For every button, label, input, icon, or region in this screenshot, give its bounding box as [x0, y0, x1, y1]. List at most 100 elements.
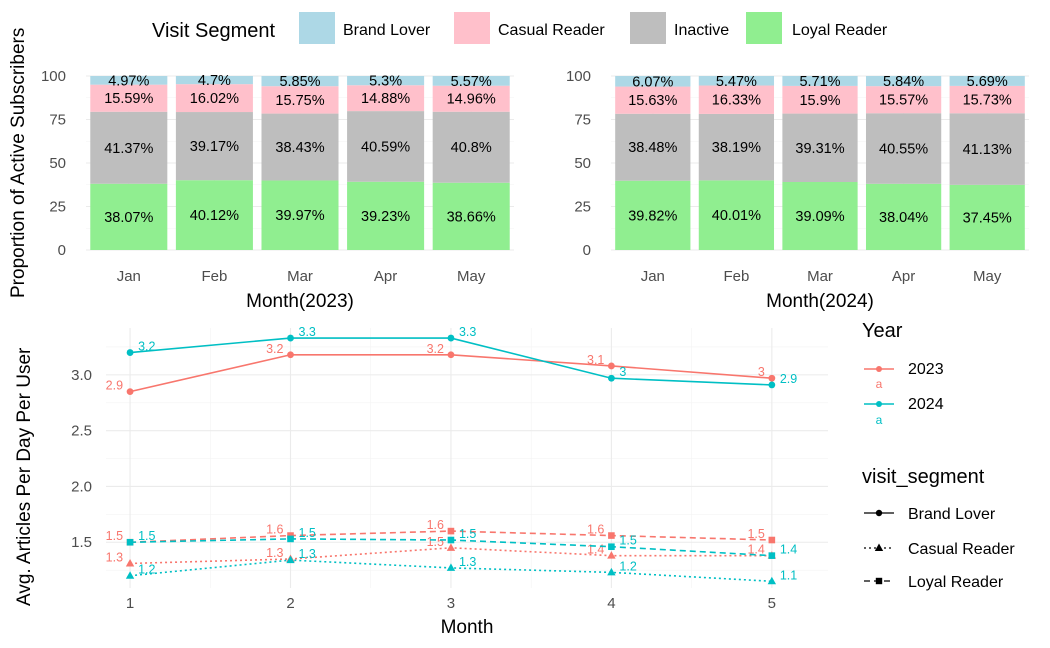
bar-segment-casual-reader: [949, 85, 1025, 114]
bar-data-label: 40.8%: [451, 140, 492, 156]
point-data-label: 3.2: [138, 340, 155, 354]
bar-segment-casual-reader: [698, 85, 775, 114]
y-tick-label: 75: [574, 112, 591, 129]
year-legend-label-2023: 2023: [908, 361, 944, 378]
legend-key-brand-lover: [299, 12, 335, 44]
year-key-point-2023: [876, 366, 882, 372]
point-data-label: 1.5: [427, 535, 444, 549]
point-data-label: 1.6: [266, 523, 283, 537]
point-data-label: 1.5: [299, 526, 316, 540]
bar-data-label: 15.9%: [799, 93, 840, 109]
bar-segment-brand-lover: [698, 76, 775, 86]
bar-data-label: 5.71%: [799, 74, 840, 90]
point-data-label: 3.2: [266, 342, 283, 356]
data-point-square: [126, 538, 134, 546]
y-tick-label: 25: [49, 199, 66, 216]
bar-data-label: 16.02%: [190, 91, 239, 107]
legend-label-inactive: Inactive: [674, 22, 729, 39]
y-tick-label: 100: [566, 68, 591, 85]
bar-segment-brand-lover: [782, 75, 858, 86]
bar-data-label: 38.48%: [628, 140, 677, 156]
point-data-label: 1.3: [299, 547, 316, 561]
point-data-label: 2.9: [780, 372, 797, 386]
bar-data-label: 37.45%: [963, 210, 1012, 226]
y-tick-label: 100: [41, 68, 66, 85]
shape-key-square-icon: [875, 577, 883, 585]
bar-segment-loyal-reader: [615, 180, 691, 250]
point-data-label: 3: [758, 365, 765, 379]
data-point-circle: [287, 351, 294, 359]
bar-segment-brand-lover: [949, 76, 1025, 86]
y-axis-title: Avg. Articles Per Day Per User: [14, 347, 35, 606]
bar-segment-brand-lover: [90, 76, 168, 85]
bar-segment-loyal-reader: [782, 181, 858, 250]
bar-segment-inactive: [949, 113, 1025, 185]
year-key-point-2024: [876, 401, 882, 407]
point-data-label: 1.4: [747, 543, 764, 557]
year-legend-label-2024: 2024: [908, 396, 944, 413]
bar-data-label: 5.3%: [369, 74, 402, 90]
bar-segment-inactive: [865, 113, 942, 184]
bar-data-label: 38.04%: [879, 210, 928, 226]
point-data-label: 1.4: [587, 543, 604, 557]
point-data-label: 1.5: [619, 534, 636, 548]
x-tick-label: Jan: [641, 268, 665, 285]
legend-label-loyal-reader: Loyal Reader: [792, 22, 888, 39]
bar-segment-brand-lover: [261, 76, 339, 87]
bar-chart-2024: 0 25 50 75 100 39.82% 38.48% 15.63% 6.07% Jan 40.0…: [566, 68, 1029, 312]
point-data-label: 1.5: [106, 529, 123, 543]
x-tick-label: Apr: [374, 268, 397, 285]
point-data-label: 1.2: [619, 559, 636, 573]
y-tick-label: 25: [574, 199, 591, 216]
bar-data-label: 16.33%: [712, 93, 761, 109]
data-point-square: [768, 536, 776, 544]
bar-data-label: 40.59%: [361, 139, 410, 155]
bar-segment-casual-reader: [90, 84, 168, 112]
bar-data-label: 40.12%: [190, 208, 239, 224]
data-point-circle: [608, 362, 615, 370]
year-key-glyph-2023: a: [876, 377, 883, 391]
y-tick-label: 50: [49, 155, 66, 172]
x-tick-label: Jan: [117, 268, 141, 285]
bar-segment-inactive: [782, 113, 858, 182]
legend-key-loyal-reader: [746, 12, 782, 44]
point-data-label: 1.3: [106, 550, 123, 564]
bar-data-label: 5.57%: [451, 74, 492, 90]
segment-shape-legend-title: visit_segment: [862, 466, 985, 488]
shape-legend-label-casual-reader: Casual Reader: [908, 541, 1015, 558]
legend-key-casual-reader: [454, 12, 490, 44]
data-point-square: [447, 536, 455, 544]
bar-data-label: 39.17%: [190, 139, 239, 155]
bar-segment-loyal-reader: [261, 180, 339, 250]
segment-legend-title: Visit Segment: [152, 20, 275, 42]
x-tick-label: Feb: [201, 268, 227, 285]
bar-data-label: 40.01%: [712, 208, 761, 224]
bar-data-label: 38.66%: [447, 209, 496, 225]
year-legend-title: Year: [862, 320, 903, 342]
x-tick-label: Apr: [892, 268, 915, 285]
data-point-triangle: [607, 567, 616, 576]
y-tick-label: 0: [583, 242, 591, 259]
data-point-circle: [768, 381, 776, 389]
bar-data-label: 14.88%: [361, 91, 410, 107]
data-point-circle: [608, 374, 615, 382]
bar-segment-brand-lover: [175, 75, 253, 85]
legend-label-brand-lover: Brand Lover: [343, 22, 431, 39]
bar-segment-inactive: [615, 113, 691, 181]
point-data-label: 1.2: [138, 563, 155, 577]
x-tick-label: Mar: [287, 268, 313, 285]
y-tick-label: 3.0: [71, 367, 92, 384]
x-tick-label: 5: [768, 595, 776, 612]
data-point-square: [447, 527, 455, 535]
segment-shape-legend: visit_segment Brand Lover Casual Reader …: [862, 466, 1015, 591]
point-data-label: 1.1: [780, 568, 797, 582]
bar-data-label: 38.07%: [104, 210, 153, 226]
bar-data-label: 39.09%: [795, 209, 844, 225]
x-tick-label: 4: [607, 595, 615, 612]
bar-data-label: 5.47%: [716, 74, 757, 90]
top-y-axis-title: Proportion of Active Subscribers: [8, 28, 29, 298]
bar-segment-inactive: [90, 111, 168, 184]
bar-chart-2023: 0 25 50 75 100 38.07% 41.37% 15.59% 4.97% Jan 40.1…: [41, 68, 514, 312]
x-axis-title: Month(2023): [246, 291, 354, 312]
point-data-label: 1.6: [587, 523, 604, 537]
